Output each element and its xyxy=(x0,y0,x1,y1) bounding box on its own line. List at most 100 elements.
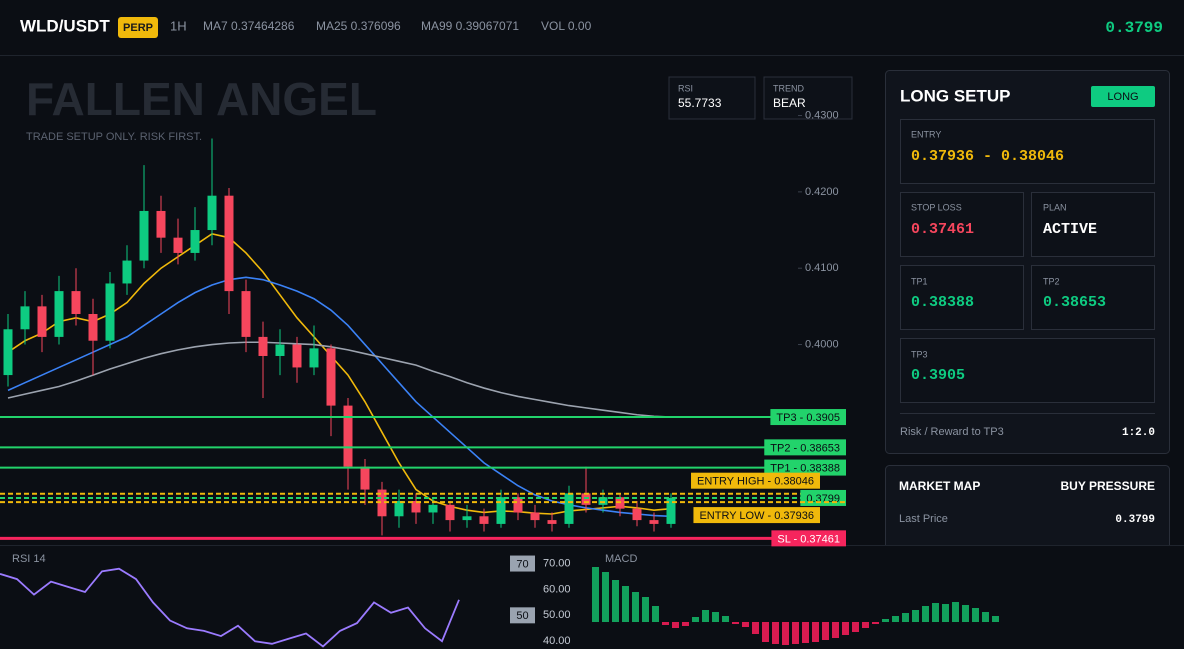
macd-bar xyxy=(802,622,809,643)
field-box xyxy=(900,192,1024,257)
macd-title: MACD xyxy=(605,553,637,565)
candle-body xyxy=(54,291,64,337)
rr-value: 1:2.0 xyxy=(1122,427,1155,439)
macd-bar xyxy=(772,622,779,644)
macd-bar xyxy=(852,622,859,632)
candle-body xyxy=(462,516,472,521)
field-value: 0.37461 xyxy=(911,221,974,238)
field-label: PLAN xyxy=(1043,202,1067,212)
indicator: VOL 0.00 xyxy=(541,19,592,33)
badge-bg xyxy=(118,17,158,38)
setup-card: LONG SETUP LONG ENTRY 0.37936 - 0.38046 … xyxy=(885,70,1170,454)
badge: PERP xyxy=(123,22,153,34)
macd-bar xyxy=(722,616,729,622)
macd-bar xyxy=(702,610,709,622)
macd-bar xyxy=(932,603,939,622)
stat-value: BEAR xyxy=(773,96,806,110)
level-label: TP2 - 0.38653 xyxy=(770,442,840,454)
macd-bar xyxy=(622,586,629,622)
macd-bar xyxy=(902,613,909,622)
rsi-line xyxy=(0,567,460,648)
macd-bar xyxy=(732,622,739,624)
macd-bar xyxy=(632,592,639,622)
candle-body xyxy=(20,306,30,330)
macd-bar xyxy=(992,616,999,622)
market-map-title: MARKET MAP xyxy=(899,479,980,493)
candle-body xyxy=(292,344,302,368)
field-label: TP1 xyxy=(911,276,928,286)
macd-bar xyxy=(682,622,689,626)
macd-bar xyxy=(592,567,599,622)
candle-body xyxy=(649,520,659,524)
macd-bar xyxy=(762,622,769,642)
y-tick-label: 0.4200 xyxy=(805,186,839,198)
candle-body xyxy=(88,314,98,341)
candle-body xyxy=(666,497,676,524)
field-box xyxy=(1031,265,1155,330)
stat-label: RSI xyxy=(678,83,693,93)
macd-bar xyxy=(602,572,609,622)
candle-body xyxy=(598,497,608,505)
macd-bar xyxy=(982,612,989,622)
rsi-tick-label: 70.00 xyxy=(543,557,571,569)
field-label: STOP LOSS xyxy=(911,202,962,212)
candle-body xyxy=(207,195,217,231)
candle-body xyxy=(547,520,557,524)
stat-box xyxy=(763,76,853,120)
field-label: ENTRY xyxy=(911,129,941,139)
candle-body xyxy=(105,283,115,341)
candle-body xyxy=(479,516,489,524)
candle-body xyxy=(258,336,268,356)
macd-bar xyxy=(812,622,819,642)
setup-badge[interactable]: LONG xyxy=(1107,91,1138,103)
level-label-bg xyxy=(764,459,846,476)
stat-label: TREND xyxy=(773,83,804,93)
band-label: 70 xyxy=(516,558,528,570)
candle-body xyxy=(37,306,47,337)
macd-bar xyxy=(782,622,789,645)
interval[interactable]: 1H xyxy=(170,18,187,33)
candle-body xyxy=(581,493,591,505)
rsi-tick-label: 40.00 xyxy=(543,635,571,647)
field-box xyxy=(900,265,1024,330)
field-box xyxy=(900,119,1155,184)
candle-body xyxy=(71,291,81,315)
setup-badge-bg xyxy=(1091,86,1155,107)
y-tick-label: 0.4000 xyxy=(805,338,839,350)
macd-bar xyxy=(832,622,839,638)
macd-bar xyxy=(822,622,829,640)
level-label-bg xyxy=(691,472,820,489)
candle-body xyxy=(411,501,421,513)
candle-body xyxy=(3,329,13,376)
level-label: ENTRY HIGH - 0.38046 xyxy=(697,476,814,488)
candle-body xyxy=(343,405,353,467)
candle-body xyxy=(360,466,370,490)
ma-line xyxy=(7,341,672,418)
level-label: SL - 0.37461 xyxy=(777,533,840,545)
macd-bar xyxy=(662,622,669,625)
macd-bar xyxy=(972,608,979,622)
rsi-title: RSI 14 xyxy=(12,553,46,565)
symbol: WLD/USDT xyxy=(20,16,110,35)
candle-body xyxy=(513,497,523,513)
indicator: MA7 0.37464286 xyxy=(203,19,295,33)
band-badge xyxy=(510,555,535,572)
band-badge xyxy=(510,607,535,624)
candle-body xyxy=(122,260,132,284)
ma-line xyxy=(7,232,672,515)
macd-bar xyxy=(742,622,749,627)
field-value: ACTIVE xyxy=(1043,221,1097,238)
candle-body xyxy=(190,230,200,253)
field-label: TP3 xyxy=(911,349,928,359)
macd-bar xyxy=(942,604,949,622)
stat-value: 55.7733 xyxy=(678,96,722,110)
candle-body xyxy=(428,504,438,513)
watermark-title: FALLEN ANGEL xyxy=(26,73,377,125)
level-label-bg xyxy=(693,507,820,524)
rsi-tick-label: 60.00 xyxy=(543,583,571,595)
candle-body xyxy=(445,504,455,521)
candle-body xyxy=(275,344,285,356)
candle-body xyxy=(139,210,149,261)
candle-body xyxy=(564,493,574,524)
